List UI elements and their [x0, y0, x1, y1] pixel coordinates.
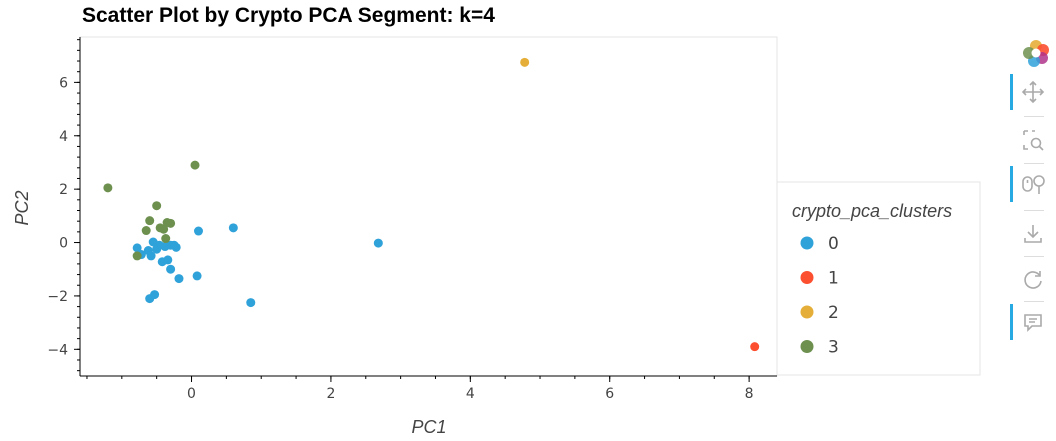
legend-item-label: 3 — [828, 338, 839, 358]
scatter-point-cluster-0 — [132, 243, 142, 253]
legend-item-label: 2 — [828, 303, 839, 323]
bokeh-logo-icon[interactable] — [1008, 32, 1056, 68]
y-tick-label: −2 — [47, 289, 68, 305]
scatter-point-cluster-0 — [150, 290, 160, 300]
scatter-point-cluster-0 — [174, 274, 184, 284]
scatter-point-cluster-3 — [166, 218, 176, 228]
scatter-point-cluster-0 — [246, 298, 256, 308]
scatter-point-cluster-0 — [166, 264, 176, 274]
hover-icon — [1024, 314, 1042, 332]
scatter-point-cluster-1 — [750, 342, 760, 352]
chart-title: Scatter Plot by Crypto PCA Segment: k=4 — [82, 4, 495, 27]
plot-toolbar — [1008, 30, 1056, 360]
legend-marker-3 — [800, 340, 814, 353]
wheel-zoom-icon — [1022, 175, 1045, 194]
scatter-point-cluster-3 — [103, 183, 113, 193]
x-tick-label: 6 — [605, 386, 614, 402]
y-tick-label: −4 — [47, 342, 68, 358]
scatter-point-cluster-0 — [373, 238, 383, 248]
scatter-point-cluster-0 — [192, 271, 202, 281]
legend: crypto_pca_clusters 0 1 2 3 — [776, 181, 981, 376]
scatter-point-cluster-3 — [190, 160, 200, 170]
y-tick-label: 4 — [59, 129, 68, 145]
wheel-zoom-tool[interactable] — [1008, 166, 1056, 202]
legend-marker-2 — [800, 305, 814, 319]
scatter-point-cluster-3 — [141, 226, 151, 236]
y-axis-label: PC2 — [12, 190, 32, 225]
x-tick-label: 2 — [326, 386, 335, 402]
pan-icon — [1021, 80, 1045, 104]
save-icon — [1024, 225, 1042, 243]
scatter-point-cluster-0 — [146, 251, 156, 261]
x-tick-label: 8 — [745, 386, 754, 402]
scatter-point-cluster-3 — [161, 234, 171, 244]
data-points — [103, 57, 760, 352]
x-axis-label: PC1 — [411, 417, 446, 437]
legend-item-label: 0 — [828, 234, 839, 254]
y-tick-label: 6 — [59, 75, 68, 91]
scatter-point-cluster-0 — [163, 255, 173, 265]
scatter-point-cluster-3 — [145, 216, 155, 226]
reset-tool[interactable] — [1008, 262, 1056, 298]
scatter-point-cluster-3 — [132, 251, 142, 261]
legend-marker-1 — [800, 271, 814, 284]
y-tick-label: 0 — [59, 236, 68, 252]
hover-tool[interactable] — [1008, 304, 1056, 340]
save-tool[interactable] — [1008, 216, 1056, 252]
scatter-point-cluster-3 — [152, 201, 162, 211]
scatter-point-cluster-0 — [228, 223, 238, 233]
legend-marker-0 — [800, 236, 814, 250]
legend-item-label: 1 — [828, 269, 839, 289]
scatter-point-cluster-0 — [171, 242, 181, 252]
scatter-point-cluster-3 — [159, 224, 169, 234]
plot-frame — [79, 36, 778, 377]
reset-icon — [1024, 271, 1042, 289]
legend-title: crypto_pca_clusters — [792, 201, 952, 221]
x-tick-label: 0 — [187, 386, 196, 402]
scatter-point-cluster-2 — [520, 57, 530, 67]
axes: 0 2 4 6 8 −4 −2 0 2 4 6 — [47, 37, 777, 402]
x-tick-label: 4 — [466, 386, 475, 402]
y-tick-label: 2 — [59, 182, 68, 198]
box-zoom-icon — [1023, 130, 1044, 151]
scatter-point-cluster-0 — [193, 226, 203, 236]
pan-tool[interactable] — [1008, 74, 1056, 110]
box-zoom-tool[interactable] — [1008, 122, 1056, 158]
